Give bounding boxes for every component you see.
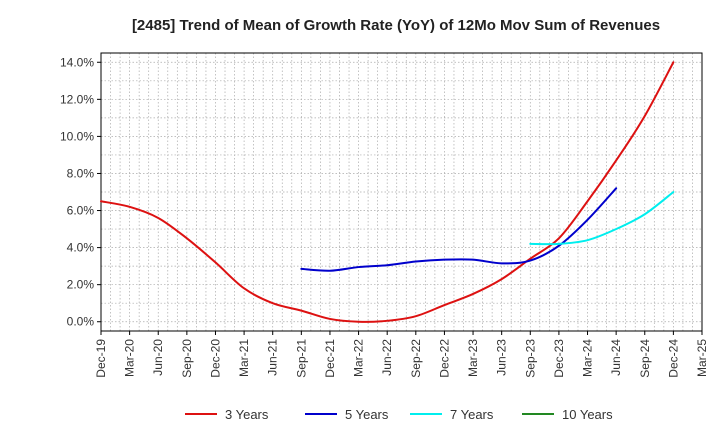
x-tick-label: Sep-22 <box>409 339 423 378</box>
x-tick-label: Mar-24 <box>581 339 595 377</box>
y-tick-label: 2.0% <box>67 278 95 292</box>
legend: 3 Years 5 Years 7 Years 10 Years <box>185 407 613 422</box>
gridlines <box>101 53 702 331</box>
x-tick-label: Jun-23 <box>495 339 509 376</box>
x-tick-label: Mar-23 <box>466 339 480 377</box>
y-tick-label: 6.0% <box>67 204 95 218</box>
y-tick-label: 8.0% <box>67 166 95 180</box>
y-tick-label: 10.0% <box>60 129 94 143</box>
legend-label-5-years: 5 Years <box>345 407 389 422</box>
x-tick-label: Dec-23 <box>552 339 566 378</box>
x-axis: Dec-19 Mar-20 Jun-20 Sep-20 Dec-20 Mar-21 Jun-… <box>94 331 709 378</box>
y-axis: 0.0% 2.0% 4.0% 6.0% 8.0% 10.0% 12.0% 14.0% <box>60 55 101 329</box>
legend-label-7-years: 7 Years <box>450 407 494 422</box>
series-line-5-years <box>300 187 618 272</box>
plot-frame <box>100 52 703 332</box>
series-line-3-years <box>100 61 675 323</box>
x-tick-label: Dec-21 <box>323 339 337 378</box>
x-tick-label: Mar-22 <box>352 339 366 377</box>
chart-title: [2485] Trend of Mean of Growth Rate (YoY… <box>132 17 660 34</box>
x-tick-label: Jun-21 <box>266 339 280 376</box>
y-tick-label: 14.0% <box>60 55 94 69</box>
y-tick-label: 12.0% <box>60 92 94 106</box>
x-tick-label: Dec-24 <box>666 339 680 378</box>
x-tick-label: Dec-22 <box>437 339 451 378</box>
legend-label-10-years: 10 Years <box>562 407 613 422</box>
x-tick-label: Sep-21 <box>294 339 308 378</box>
x-tick-label: Sep-20 <box>180 339 194 378</box>
x-tick-label: Dec-19 <box>94 339 108 378</box>
series-lines <box>100 61 675 323</box>
x-tick-label: Mar-20 <box>123 339 137 377</box>
x-tick-label: Sep-23 <box>523 339 537 378</box>
x-tick-label: Jun-24 <box>609 339 623 376</box>
x-tick-label: Mar-25 <box>695 339 709 377</box>
y-tick-label: 0.0% <box>67 315 95 329</box>
x-tick-label: Sep-24 <box>638 339 652 378</box>
legend-label-3-years: 3 Years <box>225 407 269 422</box>
x-tick-label: Mar-21 <box>237 339 251 377</box>
series-line-7-years <box>529 191 675 246</box>
x-tick-label: Dec-20 <box>208 339 222 378</box>
y-tick-label: 4.0% <box>67 241 95 255</box>
x-tick-label: Jun-20 <box>151 339 165 376</box>
x-tick-label: Jun-22 <box>380 339 394 376</box>
